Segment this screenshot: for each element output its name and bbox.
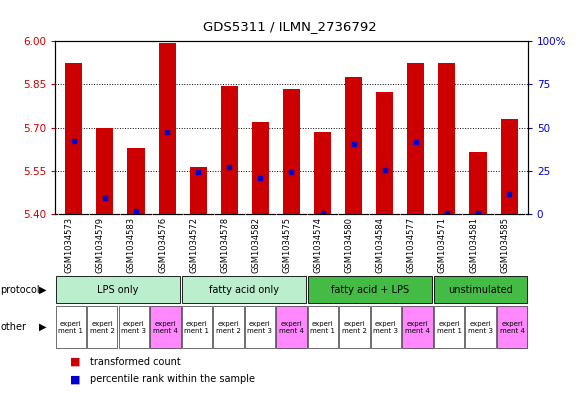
Text: GSM1034583: GSM1034583 <box>127 217 136 274</box>
Text: GSM1034573: GSM1034573 <box>65 217 74 274</box>
Text: experi
ment 2: experi ment 2 <box>90 321 115 334</box>
Text: GSM1034585: GSM1034585 <box>500 217 509 273</box>
Bar <box>190 167 206 214</box>
Bar <box>150 306 180 349</box>
Bar <box>339 306 369 349</box>
Bar <box>221 86 238 214</box>
Text: GSM1034579: GSM1034579 <box>96 217 105 273</box>
Bar <box>276 306 307 349</box>
Bar <box>158 43 176 214</box>
Bar <box>56 276 180 303</box>
Text: GSM1034575: GSM1034575 <box>282 217 292 273</box>
Text: experi
ment 3: experi ment 3 <box>248 321 273 334</box>
Text: GSM1034578: GSM1034578 <box>220 217 229 274</box>
Text: GSM1034582: GSM1034582 <box>251 217 260 273</box>
Text: experi
ment 1: experi ment 1 <box>437 321 462 334</box>
Text: GSM1034572: GSM1034572 <box>189 217 198 273</box>
Text: experi
ment 3: experi ment 3 <box>121 321 146 334</box>
Text: percentile rank within the sample: percentile rank within the sample <box>90 374 255 384</box>
Text: GSM1034577: GSM1034577 <box>407 217 416 274</box>
Text: experi
ment 1: experi ment 1 <box>184 321 209 334</box>
Text: ■: ■ <box>70 374 80 384</box>
Text: experi
ment 4: experi ment 4 <box>279 321 304 334</box>
Text: experi
ment 2: experi ment 2 <box>216 321 241 334</box>
Text: GSM1034584: GSM1034584 <box>376 217 385 273</box>
Text: fatty acid + LPS: fatty acid + LPS <box>331 285 409 295</box>
Bar <box>283 89 300 214</box>
Text: transformed count: transformed count <box>90 356 180 367</box>
Text: experi
ment 3: experi ment 3 <box>374 321 398 334</box>
Bar <box>213 306 244 349</box>
Text: GSM1034571: GSM1034571 <box>438 217 447 273</box>
Bar <box>434 276 527 303</box>
Text: experi
ment 4: experi ment 4 <box>405 321 430 334</box>
Text: ■: ■ <box>70 356 80 367</box>
Bar <box>119 306 149 349</box>
Bar <box>465 306 496 349</box>
Text: ▶: ▶ <box>39 322 46 332</box>
Bar <box>438 63 455 214</box>
Text: unstimulated: unstimulated <box>448 285 513 295</box>
Text: experi
ment 3: experi ment 3 <box>468 321 493 334</box>
Text: other: other <box>1 322 27 332</box>
Text: GSM1034581: GSM1034581 <box>469 217 478 273</box>
Bar <box>308 276 432 303</box>
Text: LPS only: LPS only <box>97 285 139 295</box>
Bar <box>469 152 487 214</box>
Text: experi
ment 1: experi ment 1 <box>59 321 84 334</box>
Bar <box>497 306 527 349</box>
Text: GSM1034580: GSM1034580 <box>345 217 354 273</box>
Bar <box>434 306 464 349</box>
Bar <box>245 306 275 349</box>
Bar <box>87 306 118 349</box>
Bar <box>407 63 425 214</box>
Bar <box>403 306 433 349</box>
Bar <box>56 306 86 349</box>
Bar <box>128 148 144 214</box>
Text: experi
ment 4: experi ment 4 <box>153 321 178 334</box>
Text: GSM1034576: GSM1034576 <box>158 217 167 274</box>
Text: GDS5311 / ILMN_2736792: GDS5311 / ILMN_2736792 <box>203 20 377 33</box>
Bar <box>308 306 338 349</box>
Bar <box>65 63 82 214</box>
Bar <box>182 306 212 349</box>
Text: ▶: ▶ <box>39 285 46 295</box>
Bar <box>371 306 401 349</box>
Text: experi
ment 4: experi ment 4 <box>499 321 524 334</box>
Text: GSM1034574: GSM1034574 <box>314 217 322 273</box>
Bar <box>501 119 518 214</box>
Bar <box>345 77 362 214</box>
Bar <box>96 128 114 214</box>
Bar <box>314 132 331 214</box>
Text: protocol: protocol <box>1 285 40 295</box>
Bar <box>252 122 269 214</box>
Bar <box>182 276 306 303</box>
Bar <box>376 92 393 214</box>
Text: fatty acid only: fatty acid only <box>209 285 279 295</box>
Text: experi
ment 2: experi ment 2 <box>342 321 367 334</box>
Text: experi
ment 1: experi ment 1 <box>310 321 335 334</box>
